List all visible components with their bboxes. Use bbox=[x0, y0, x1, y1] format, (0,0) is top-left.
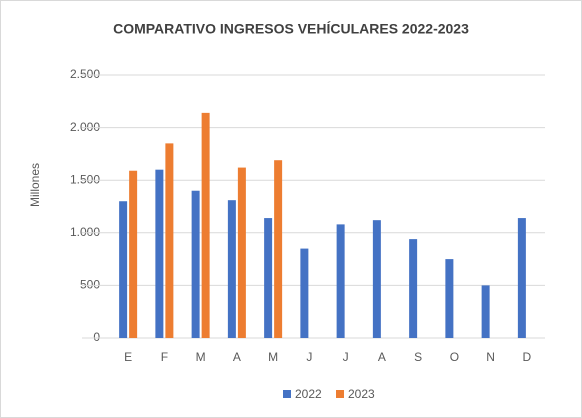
bar bbox=[409, 239, 418, 338]
y-tick-label: 1.500 bbox=[70, 172, 100, 186]
bar bbox=[481, 285, 490, 338]
x-tick-label: N bbox=[486, 350, 495, 364]
bar bbox=[237, 167, 246, 338]
x-tick-label: F bbox=[161, 350, 168, 364]
bar bbox=[191, 190, 200, 338]
bar bbox=[300, 248, 309, 338]
legend-swatch bbox=[336, 390, 344, 398]
bar bbox=[129, 170, 138, 338]
x-tick-label: E bbox=[124, 350, 132, 364]
y-tick-label: 500 bbox=[80, 278, 100, 292]
bar bbox=[264, 218, 273, 338]
legend-label: 2022 bbox=[295, 387, 322, 401]
x-tick-label: D bbox=[523, 350, 532, 364]
bar bbox=[517, 218, 526, 338]
y-tick-label: 0 bbox=[93, 330, 100, 344]
x-tick-label: S bbox=[414, 350, 422, 364]
x-tick-label: O bbox=[450, 350, 459, 364]
bar bbox=[274, 160, 283, 338]
x-tick-label: M bbox=[268, 350, 278, 364]
legend-label: 2023 bbox=[348, 387, 375, 401]
bar bbox=[445, 259, 454, 338]
y-tick-label: 2.000 bbox=[70, 120, 100, 134]
chart-title: COMPARATIVO INGRESOS VEHÍCULARES 2022-20… bbox=[113, 21, 469, 37]
x-tick-label: A bbox=[378, 350, 386, 364]
y-tick-label: 1.000 bbox=[70, 225, 100, 239]
legend-swatch bbox=[283, 390, 291, 398]
y-tick-label: 2.500 bbox=[70, 67, 100, 81]
x-tick-label: J bbox=[343, 350, 349, 364]
bar bbox=[119, 201, 128, 338]
y-axis-label: Millones bbox=[28, 163, 42, 207]
bar bbox=[201, 112, 210, 338]
bar bbox=[372, 220, 381, 338]
bar bbox=[155, 169, 164, 338]
x-tick-label: M bbox=[196, 350, 206, 364]
x-tick-label: A bbox=[233, 350, 241, 364]
bar bbox=[227, 200, 236, 338]
x-tick-label: J bbox=[306, 350, 312, 364]
bar bbox=[165, 143, 174, 338]
bar bbox=[336, 224, 345, 338]
